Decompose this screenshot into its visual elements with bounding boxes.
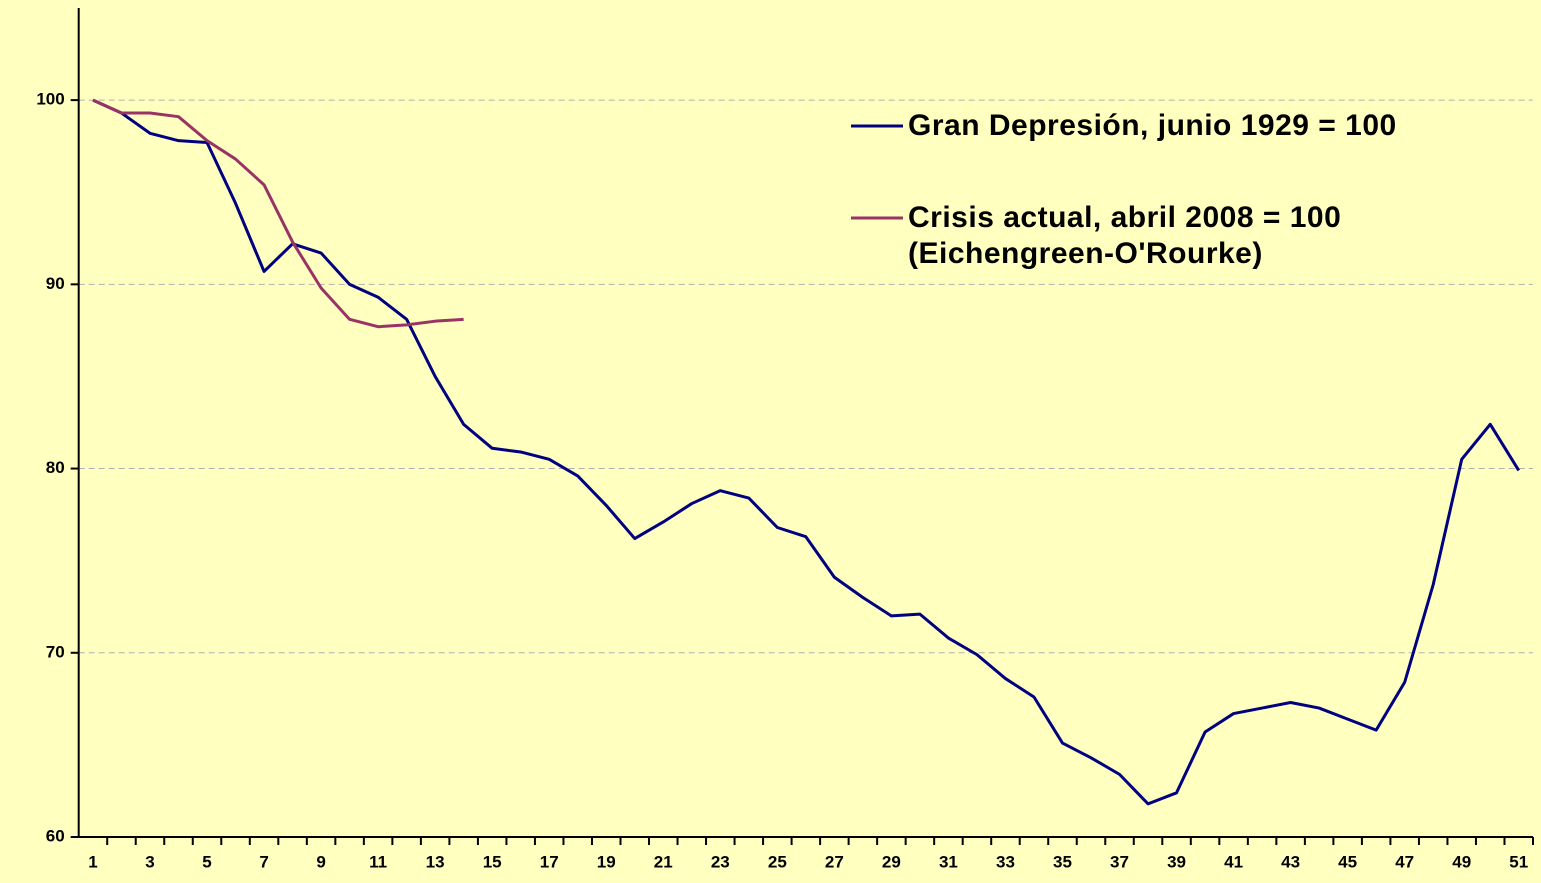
x-tick-label: 33: [996, 852, 1015, 871]
x-tick-label: 45: [1338, 852, 1357, 871]
x-tick-label: 9: [316, 852, 325, 871]
x-tick-label: 51: [1509, 852, 1528, 871]
x-tick-label: 49: [1452, 852, 1471, 871]
x-tick-label: 37: [1110, 852, 1129, 871]
x-tick-label: 39: [1167, 852, 1186, 871]
x-tick-label: 7: [259, 852, 268, 871]
y-tick-label: 80: [46, 458, 65, 477]
y-tick-label: 100: [36, 90, 64, 109]
series-line: [92, 98, 1521, 806]
x-tick-label: 47: [1395, 852, 1414, 871]
x-tick-label: 21: [654, 852, 673, 871]
series-line: [92, 98, 464, 329]
x-tick-label: 29: [882, 852, 901, 871]
x-tick-label: 19: [597, 852, 616, 871]
x-tick-label: 15: [483, 852, 502, 871]
x-tick-label: 13: [426, 852, 445, 871]
legend-label: Gran Depresión, junio 1929 = 100: [908, 109, 1397, 142]
x-tick-label: 5: [202, 852, 211, 871]
x-tick-label: 31: [939, 852, 958, 871]
y-tick-label: 90: [46, 274, 65, 293]
y-tick-label: 70: [46, 642, 65, 661]
legend-label: Crisis actual, abril 2008 = 100 (Eicheng…: [908, 201, 1342, 270]
x-tick-label: 25: [768, 852, 787, 871]
x-tick-label: 11: [369, 852, 387, 871]
x-tick-label: 35: [1053, 852, 1072, 871]
x-tick-label: 41: [1224, 852, 1243, 871]
x-tick-label: 27: [825, 852, 844, 871]
x-tick-label: 17: [540, 852, 559, 871]
x-tick-label: 23: [711, 852, 730, 871]
y-tick-label: 60: [46, 826, 65, 845]
x-tick-label: 3: [145, 852, 154, 871]
x-tick-label: 1: [88, 852, 97, 871]
x-tick-label: 43: [1281, 852, 1300, 871]
